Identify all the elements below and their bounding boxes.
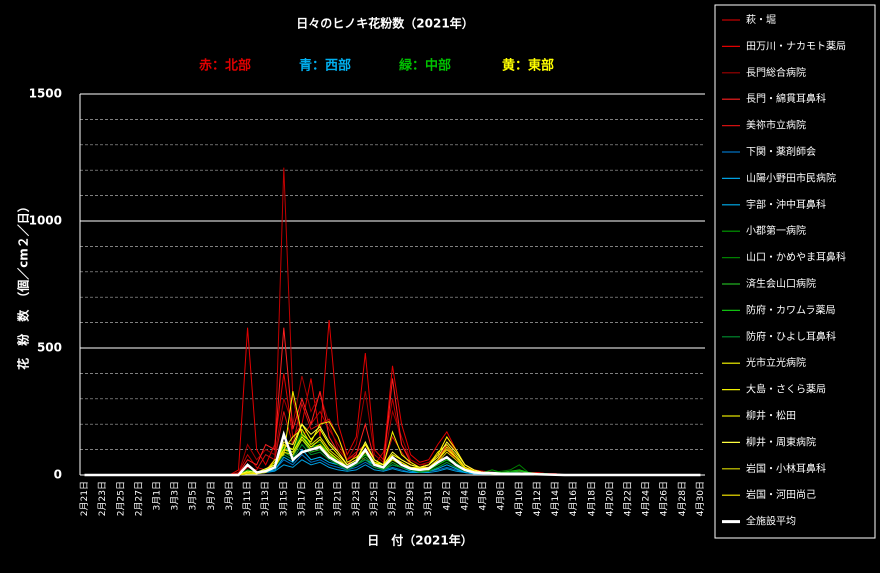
- legend-label: 岩国・河田尚己: [746, 488, 816, 501]
- x-tick-label: 4月18日: [586, 481, 597, 516]
- x-tick-label: 4月22日: [623, 481, 634, 516]
- y-tick-label: 500: [37, 341, 62, 355]
- x-tick-label: 3月5日: [188, 481, 199, 510]
- x-tick-label: 3月23日: [351, 481, 362, 516]
- x-tick-label: 3月27日: [387, 481, 398, 516]
- x-tick-label: 4月30日: [695, 481, 706, 516]
- legend-label: 大島・さくら薬局: [746, 383, 826, 396]
- x-tick-label: 4月24日: [641, 481, 652, 516]
- legend-label: 済生会山口病院: [746, 277, 816, 290]
- legend-label: 美祢市立病院: [746, 119, 806, 132]
- region-label: 赤：北部: [199, 58, 251, 74]
- legend-label: 田万川・ナカモト薬局: [746, 40, 846, 52]
- series-line: [84, 430, 701, 477]
- legend-label: 長門・綿貫耳鼻科: [746, 92, 826, 105]
- x-tick-label: 2月27日: [133, 481, 144, 516]
- legend-label: 山口・かめやま耳鼻科: [746, 251, 846, 264]
- x-tick-label: 4月10日: [514, 481, 525, 516]
- legend-label: 岩国・小林耳鼻科: [746, 462, 826, 475]
- legend-box: [714, 4, 876, 539]
- x-tick-label: 4月26日: [659, 481, 670, 516]
- legend-label: 全施設平均: [746, 515, 796, 528]
- x-tick-label: 3月21日: [333, 481, 344, 516]
- x-tick-label: 4月2日: [441, 481, 452, 510]
- legend-label: 長門総合病院: [746, 66, 806, 79]
- x-tick-label: 4月14日: [550, 481, 561, 516]
- legend-label: 小郡第一病院: [746, 224, 806, 237]
- x-tick-label: 3月31日: [423, 481, 434, 516]
- legend-label: 防府・ひよし耳鼻科: [746, 330, 836, 343]
- legend-label: 柳井・松田: [746, 409, 796, 422]
- y-axis-label: 花 粉 数 （個／cm２／日）: [16, 200, 31, 370]
- series-line: [84, 167, 701, 476]
- x-tick-label: 2月21日: [79, 481, 90, 516]
- legend-label: 下関・薬剤師会: [746, 145, 816, 158]
- x-axis-label: 日 付（2021年）: [367, 533, 472, 548]
- region-label: 青：西部: [299, 58, 351, 74]
- x-tick-label: 3月3日: [170, 481, 181, 510]
- legend-label: 柳井・周東病院: [746, 435, 816, 448]
- x-tick-label: 3月7日: [206, 481, 217, 510]
- legend-label: 宇部・沖中耳鼻科: [746, 198, 826, 211]
- x-tick-label: 3月13日: [260, 481, 271, 516]
- x-tick-label: 3月17日: [296, 481, 307, 516]
- x-tick-label: 3月29日: [405, 481, 416, 516]
- x-tick-label: 3月1日: [151, 481, 162, 510]
- x-tick-label: 4月28日: [677, 481, 688, 516]
- x-tick-label: 2月25日: [115, 481, 126, 516]
- legend-label: 萩・堀: [746, 14, 776, 26]
- x-tick-label: 4月20日: [604, 481, 615, 516]
- region-label: 黄：東部: [502, 58, 554, 74]
- x-tick-label: 4月12日: [532, 481, 543, 516]
- x-tick-label: 3月19日: [315, 481, 326, 516]
- x-tick-label: 4月8日: [496, 481, 507, 510]
- x-tick-label: 3月11日: [242, 481, 253, 516]
- chart-title: 日々のヒノキ花粉数（2021年）: [296, 16, 473, 31]
- legend-label: 山陽小野田市民病院: [746, 171, 836, 184]
- x-tick-label: 3月15日: [278, 481, 289, 516]
- x-tick-label: 4月6日: [478, 481, 489, 510]
- x-tick-label: 4月4日: [459, 481, 470, 510]
- region-label: 緑：中部: [399, 58, 451, 74]
- legend-label: 光市立光病院: [746, 356, 806, 369]
- x-tick-label: 3月9日: [224, 481, 235, 510]
- x-tick-label: 2月23日: [97, 481, 108, 516]
- y-tick-label: 1500: [29, 87, 62, 101]
- x-tick-label: 3月25日: [369, 481, 380, 516]
- y-tick-label: 1000: [29, 214, 62, 228]
- x-tick-label: 4月16日: [568, 481, 579, 516]
- y-tick-label: 0: [54, 468, 62, 482]
- legend-label: 防府・カワムラ薬局: [746, 303, 836, 316]
